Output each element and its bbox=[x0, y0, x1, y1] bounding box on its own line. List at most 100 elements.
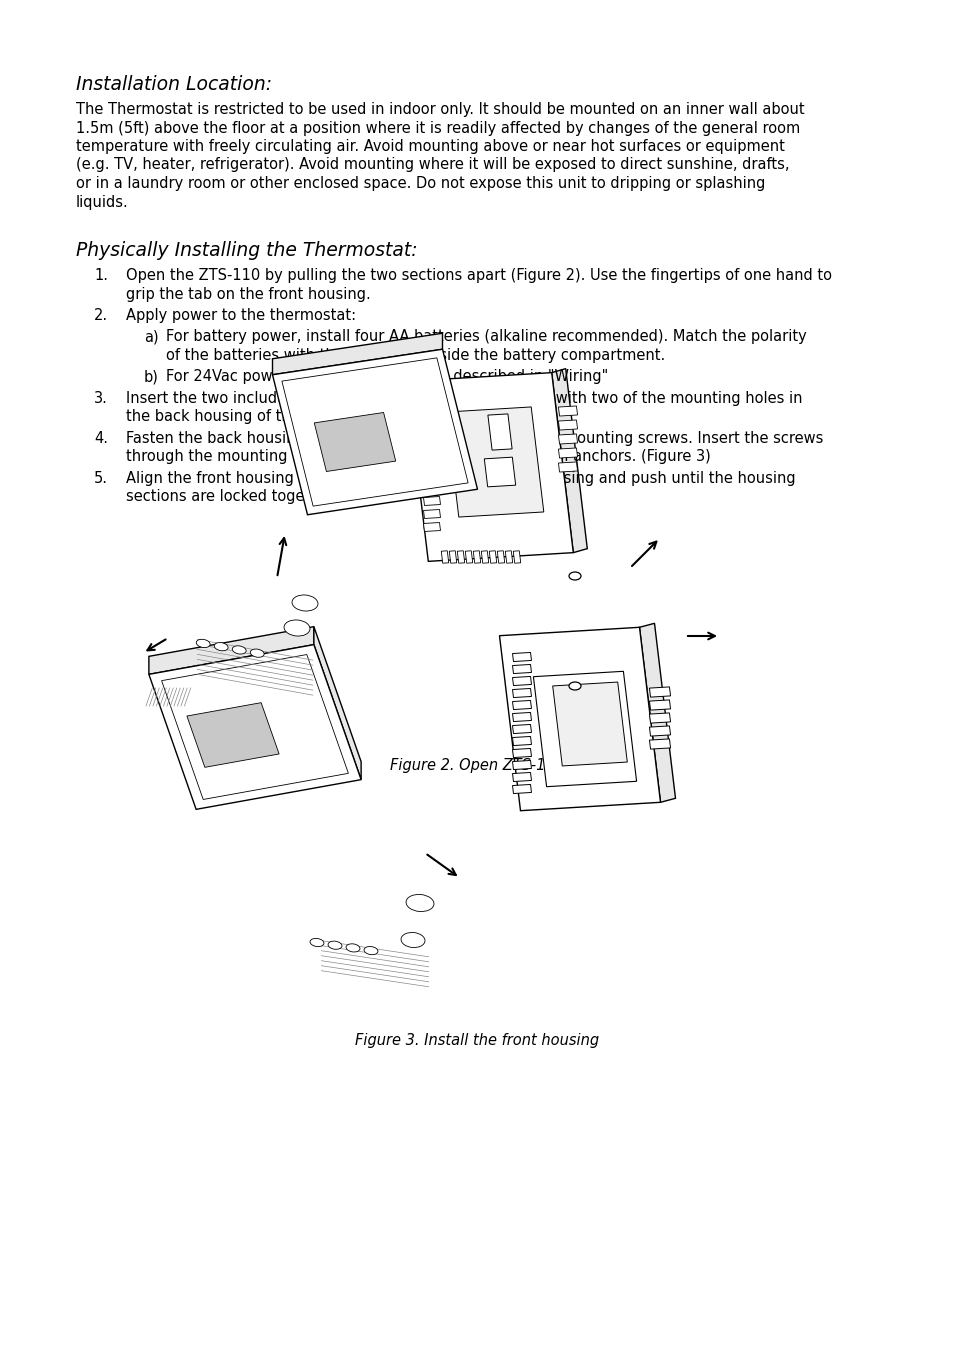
Ellipse shape bbox=[196, 640, 210, 648]
Text: of the batteries with the +/- marks inside the battery compartment.: of the batteries with the +/- marks insi… bbox=[166, 348, 664, 363]
Polygon shape bbox=[639, 624, 675, 802]
Polygon shape bbox=[512, 772, 531, 782]
Polygon shape bbox=[314, 413, 395, 471]
Polygon shape bbox=[512, 688, 531, 698]
Polygon shape bbox=[446, 406, 543, 517]
Polygon shape bbox=[423, 483, 440, 493]
Polygon shape bbox=[314, 626, 361, 780]
Polygon shape bbox=[484, 458, 516, 487]
Ellipse shape bbox=[568, 682, 580, 690]
Text: Insert the two included wall anchors into the wall, aligned with two of the moun: Insert the two included wall anchors int… bbox=[126, 392, 801, 406]
Polygon shape bbox=[558, 462, 577, 472]
Ellipse shape bbox=[310, 938, 324, 946]
Polygon shape bbox=[187, 702, 279, 767]
Polygon shape bbox=[512, 676, 531, 686]
Polygon shape bbox=[499, 628, 659, 811]
Text: Figure 3. Install the front housing: Figure 3. Install the front housing bbox=[355, 1033, 598, 1048]
Text: Figure 2. Open ZTS-110: Figure 2. Open ZTS-110 bbox=[390, 757, 563, 774]
Polygon shape bbox=[423, 471, 440, 479]
Polygon shape bbox=[512, 701, 531, 710]
Polygon shape bbox=[512, 725, 531, 733]
Polygon shape bbox=[512, 748, 531, 757]
Text: Apply power to the thermostat:: Apply power to the thermostat: bbox=[126, 308, 355, 323]
Ellipse shape bbox=[568, 572, 580, 580]
Polygon shape bbox=[423, 418, 440, 428]
Polygon shape bbox=[649, 699, 670, 710]
Polygon shape bbox=[512, 713, 531, 721]
Text: (e.g. TV, heater, refrigerator). Avoid mounting where it will be exposed to dire: (e.g. TV, heater, refrigerator). Avoid m… bbox=[76, 158, 789, 173]
Text: grip the tab on the front housing.: grip the tab on the front housing. bbox=[126, 286, 371, 301]
Text: Installation Location:: Installation Location: bbox=[76, 76, 272, 95]
Text: Open the ZTS-110 by pulling the two sections apart (Figure 2). Use the fingertip: Open the ZTS-110 by pulling the two sect… bbox=[126, 269, 831, 284]
Ellipse shape bbox=[232, 645, 246, 653]
Polygon shape bbox=[558, 448, 577, 458]
Text: For 24Vac power, connect the wires as described in "Wiring": For 24Vac power, connect the wires as de… bbox=[166, 370, 608, 385]
Ellipse shape bbox=[328, 941, 341, 949]
Polygon shape bbox=[512, 652, 531, 662]
Text: Align the front housing of the thermostat with the back housing and push until t: Align the front housing of the thermosta… bbox=[126, 471, 795, 486]
Polygon shape bbox=[423, 458, 440, 467]
Polygon shape bbox=[505, 551, 512, 563]
Ellipse shape bbox=[406, 895, 434, 911]
Text: 2.: 2. bbox=[94, 308, 108, 323]
Polygon shape bbox=[456, 551, 464, 563]
Polygon shape bbox=[281, 358, 468, 506]
Text: 4.: 4. bbox=[94, 431, 108, 446]
Ellipse shape bbox=[284, 620, 310, 636]
Text: the back housing of the thermostat.: the back housing of the thermostat. bbox=[126, 409, 390, 424]
Ellipse shape bbox=[292, 595, 317, 612]
Polygon shape bbox=[487, 414, 512, 450]
Polygon shape bbox=[423, 405, 440, 414]
Polygon shape bbox=[512, 737, 531, 745]
Polygon shape bbox=[161, 655, 348, 799]
Polygon shape bbox=[552, 682, 627, 765]
Text: For battery power, install four AA batteries (alkaline recommended). Match the p: For battery power, install four AA batte… bbox=[166, 329, 806, 344]
Polygon shape bbox=[489, 551, 497, 563]
Ellipse shape bbox=[364, 946, 377, 954]
Text: or in a laundry room or other enclosed space. Do not expose this unit to drippin: or in a laundry room or other enclosed s… bbox=[76, 176, 764, 190]
Ellipse shape bbox=[250, 649, 264, 657]
Text: b): b) bbox=[144, 370, 159, 385]
Polygon shape bbox=[273, 350, 477, 514]
Text: The Thermostat is restricted to be used in indoor only. It should be mounted on : The Thermostat is restricted to be used … bbox=[76, 103, 803, 117]
Polygon shape bbox=[480, 551, 488, 563]
Polygon shape bbox=[649, 713, 670, 724]
Ellipse shape bbox=[346, 944, 359, 952]
Polygon shape bbox=[649, 726, 670, 736]
Text: 1.5m (5ft) above the floor at a position where it is readily affected by changes: 1.5m (5ft) above the floor at a position… bbox=[76, 120, 800, 135]
Polygon shape bbox=[558, 406, 577, 416]
Polygon shape bbox=[558, 433, 577, 444]
Polygon shape bbox=[512, 784, 531, 794]
Text: 5.: 5. bbox=[94, 471, 108, 486]
Text: 1.: 1. bbox=[94, 269, 108, 284]
Text: a): a) bbox=[144, 329, 158, 344]
Ellipse shape bbox=[400, 933, 424, 948]
Text: sections are locked together.: sections are locked together. bbox=[126, 490, 337, 505]
Text: liquids.: liquids. bbox=[76, 194, 129, 209]
Polygon shape bbox=[513, 551, 520, 563]
Text: 3.: 3. bbox=[94, 392, 108, 406]
Polygon shape bbox=[406, 373, 573, 562]
Polygon shape bbox=[512, 664, 531, 674]
Polygon shape bbox=[149, 645, 361, 810]
Polygon shape bbox=[423, 522, 440, 532]
Polygon shape bbox=[649, 738, 670, 749]
Polygon shape bbox=[423, 497, 440, 505]
Text: Physically Installing the Thermostat:: Physically Installing the Thermostat: bbox=[76, 242, 417, 261]
Polygon shape bbox=[449, 551, 456, 563]
Polygon shape bbox=[533, 671, 636, 787]
Polygon shape bbox=[149, 626, 314, 675]
Text: through the mounting holes in the housing and into the wall anchors. (Figure 3): through the mounting holes in the housin… bbox=[126, 450, 710, 464]
Polygon shape bbox=[423, 509, 440, 518]
Text: Fasten the back housing to the wall using the two included mounting screws. Inse: Fasten the back housing to the wall usin… bbox=[126, 431, 822, 446]
Polygon shape bbox=[558, 420, 577, 431]
Polygon shape bbox=[497, 551, 504, 563]
Polygon shape bbox=[273, 333, 442, 375]
Polygon shape bbox=[551, 369, 587, 552]
Polygon shape bbox=[423, 444, 440, 454]
Ellipse shape bbox=[214, 643, 228, 651]
Polygon shape bbox=[649, 687, 670, 697]
Polygon shape bbox=[423, 432, 440, 440]
Polygon shape bbox=[441, 551, 448, 563]
Polygon shape bbox=[473, 551, 480, 563]
